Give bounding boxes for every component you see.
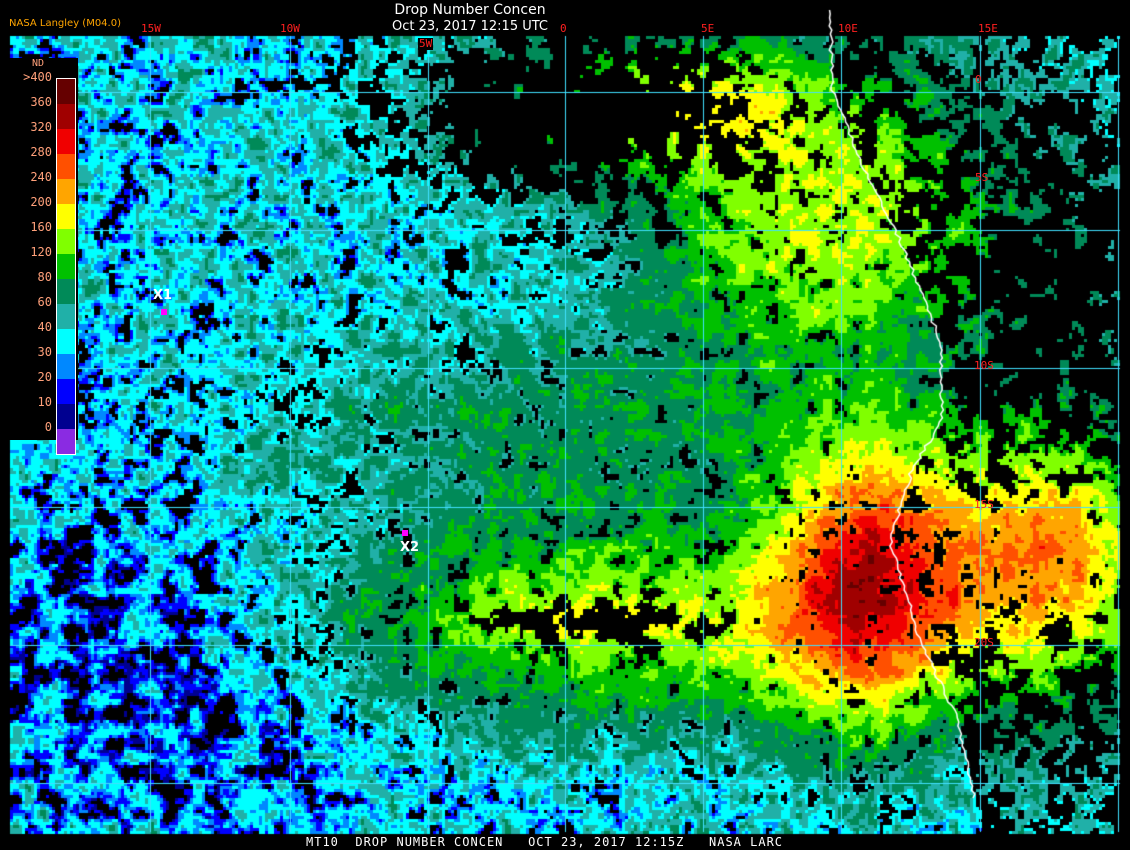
legend-swatch xyxy=(57,379,75,404)
legend-tick-label: 60 xyxy=(37,295,52,309)
legend-swatch xyxy=(57,279,75,304)
legend-swatch xyxy=(57,129,75,154)
legend-unit: ND xyxy=(32,58,45,69)
legend-tick-label: 30 xyxy=(37,345,52,359)
legend-tick-label: 10 xyxy=(37,395,52,409)
map-datetime: Oct 23, 2017 12:15 UTC xyxy=(392,19,548,34)
lon-label: 10W xyxy=(280,22,300,35)
legend-swatch xyxy=(57,79,75,104)
legend-swatch xyxy=(57,404,75,429)
provider-label: NASA Langley (M04.0) xyxy=(9,18,121,29)
color-legend: ND >400 360 320 280 240 200 160 120 80 60 40 30 20 10… xyxy=(8,58,78,455)
map-title: Drop Number Concen xyxy=(394,2,546,18)
legend-swatch xyxy=(57,179,75,204)
legend-swatch xyxy=(57,104,75,129)
legend-tick-label: 20 xyxy=(37,370,52,384)
legend-tick-label: 200 xyxy=(30,195,52,209)
legend-tick-label: 280 xyxy=(30,145,52,159)
marker-label-x1: X1 xyxy=(153,288,173,303)
legend-swatch xyxy=(57,304,75,329)
legend-tick-label: 160 xyxy=(30,220,52,234)
legend-tick-label: 120 xyxy=(30,245,52,259)
legend-tick-label: 360 xyxy=(30,95,52,109)
lon-label: 5E xyxy=(701,22,715,35)
legend-swatch xyxy=(57,154,75,179)
lat-label: 0 xyxy=(975,73,982,86)
lon-label: 0 xyxy=(560,22,567,35)
footer-caption: MT10 DROP NUMBER CONCEN OCT 23, 2017 12:… xyxy=(306,835,784,849)
legend-swatch xyxy=(57,229,75,254)
lon-label: 10E xyxy=(838,22,858,35)
legend-swatch xyxy=(57,354,75,379)
lat-label: 5S xyxy=(975,171,989,184)
marker-x1 xyxy=(161,309,167,315)
lat-label: 10S xyxy=(974,359,994,372)
lon-label: 15W xyxy=(141,22,161,35)
legend-swatch xyxy=(57,204,75,229)
legend-tick-label: 80 xyxy=(37,270,52,284)
marker-x2 xyxy=(402,530,408,536)
legend-colorbar xyxy=(56,78,76,455)
legend-swatch xyxy=(57,254,75,279)
legend-tick-label: 320 xyxy=(30,120,52,134)
legend-tick-label: >400 xyxy=(23,70,52,84)
legend-tick-label: 240 xyxy=(30,170,52,184)
legend-swatch xyxy=(57,429,75,454)
lon-label: 5W xyxy=(418,37,434,50)
lat-label: 15S xyxy=(974,498,994,511)
legend-tick-label: 0 xyxy=(44,420,52,434)
legend-tick-label: 40 xyxy=(37,320,52,334)
lon-label: 15E xyxy=(978,22,998,35)
marker-label-x2: X2 xyxy=(400,540,420,555)
lat-label: 20S xyxy=(974,636,994,649)
legend-swatch xyxy=(57,329,75,354)
